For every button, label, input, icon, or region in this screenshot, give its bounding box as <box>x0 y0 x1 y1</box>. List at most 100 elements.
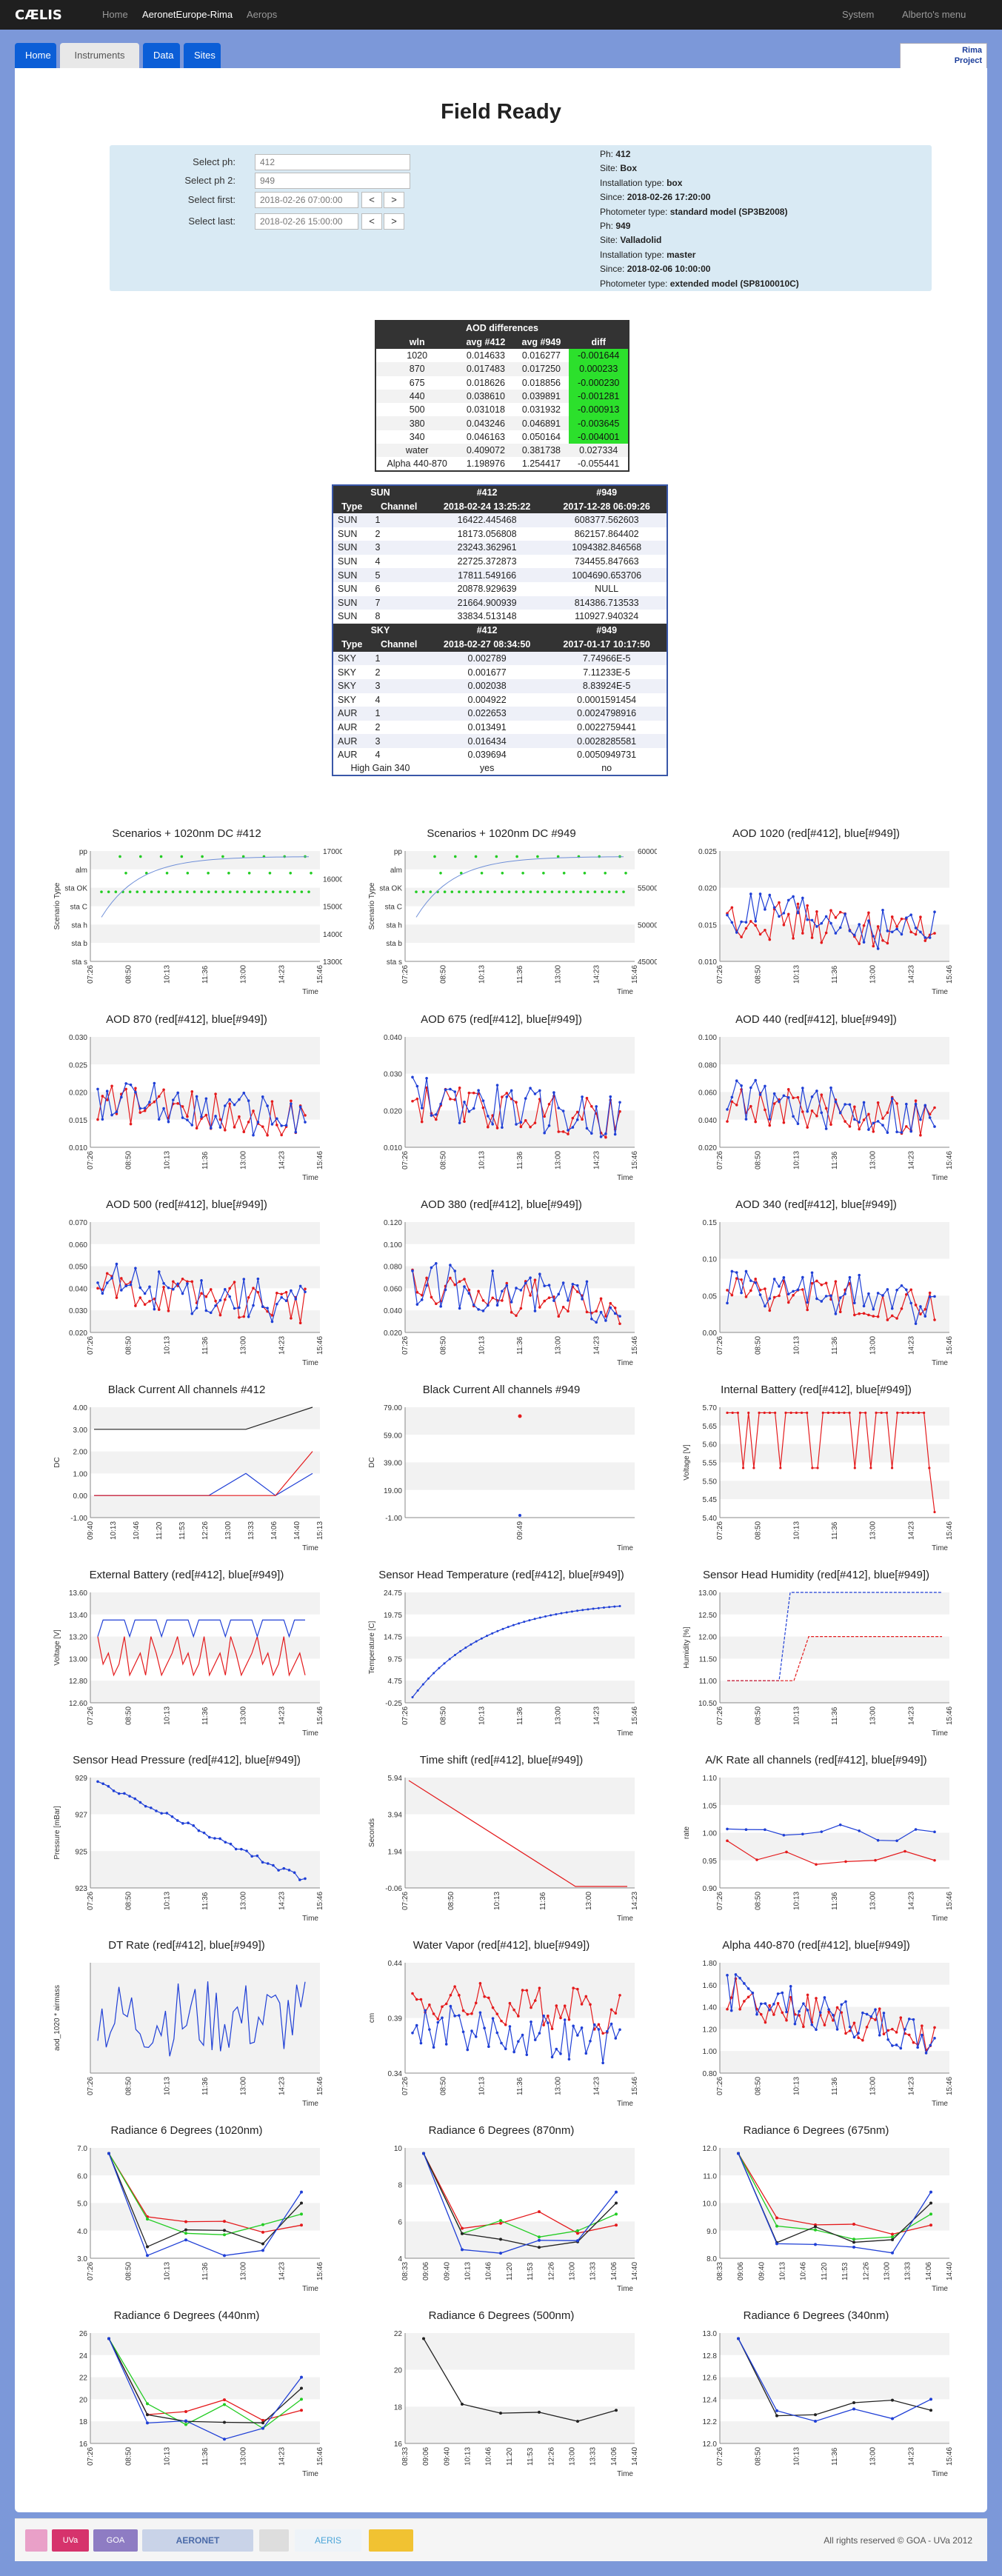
data-point <box>561 1130 565 1133</box>
data-point <box>744 1828 748 1832</box>
data-point <box>914 1099 918 1102</box>
data-point <box>567 2018 571 2021</box>
data-point <box>157 1270 161 1273</box>
data-point <box>505 1281 509 1285</box>
series-line <box>97 1781 306 1881</box>
nav-aeroneteurope-rima[interactable]: AeronetEurope-Rima <box>142 9 233 20</box>
data-point <box>919 1312 922 1316</box>
data-point <box>590 1318 593 1321</box>
data-point <box>848 2025 852 2029</box>
data-point <box>782 912 786 915</box>
series-line <box>97 1636 306 1677</box>
caelis-logo[interactable]: CÆLIS <box>15 7 62 23</box>
data-point <box>815 1279 818 1283</box>
x-tick-label: 08:50 <box>440 2077 448 2095</box>
data-point <box>735 1271 738 1274</box>
y-tick-label: 19.75 <box>384 1612 402 1620</box>
data-point <box>557 1130 561 1133</box>
col-header: Type <box>333 637 371 652</box>
info-value: Box <box>620 163 638 174</box>
data-point <box>726 1301 729 1305</box>
table-cell: 0.043246 <box>458 416 514 430</box>
y-tick-label: 5.0 <box>77 2200 87 2209</box>
data-point <box>595 1105 598 1108</box>
last-next-button[interactable]: > <box>384 213 404 230</box>
data-point <box>776 1992 780 1995</box>
select-ph2-field[interactable]: 949 <box>255 173 410 189</box>
data-point <box>581 1095 584 1098</box>
select-last-field[interactable]: 2018-02-26 15:00:00 <box>255 213 358 230</box>
table-cell: 0.014633 <box>466 350 505 361</box>
col-header: #949 <box>547 623 667 638</box>
table-cell: 21664.900939 <box>427 595 547 610</box>
tab-instruments[interactable]: Instruments <box>60 43 139 68</box>
tab-sites[interactable]: Sites <box>184 43 221 68</box>
data-point <box>304 1877 307 1881</box>
data-point <box>909 930 912 934</box>
nav-system[interactable]: System <box>842 9 875 20</box>
nav-home[interactable]: Home <box>102 9 128 20</box>
x-tick-label: 08:50 <box>755 1151 763 1169</box>
first-prev-button[interactable]: < <box>361 192 382 208</box>
x-tick-label: 15:46 <box>946 2077 954 2095</box>
data-point <box>838 1310 842 1313</box>
data-point <box>592 1607 595 1610</box>
nav-aerops[interactable]: Aerops <box>247 9 278 20</box>
table-cell: SUN <box>338 528 358 539</box>
table-cell: 0.409072 <box>458 444 514 458</box>
data-point <box>829 1123 832 1127</box>
data-point <box>590 1104 593 1108</box>
data-point <box>815 2028 818 2032</box>
data-point <box>829 1086 832 1090</box>
x-tick-label: 07:26 <box>401 2077 410 2095</box>
data-point <box>524 1097 527 1100</box>
data-point <box>491 1632 494 1635</box>
data-point <box>242 1278 246 1281</box>
data-point <box>428 2028 431 2031</box>
data-point <box>290 1317 293 1320</box>
data-point <box>576 2229 579 2232</box>
x-axis-label: Time <box>617 1915 633 1923</box>
data-point <box>207 872 210 875</box>
data-point <box>928 1291 932 1295</box>
data-point <box>572 1986 575 1990</box>
data-point <box>223 2220 226 2223</box>
table-header-row: Type Channel 2018-02-27 08:34:50 2017-01-17… <box>333 637 667 652</box>
data-point <box>923 1315 927 1318</box>
tab-home[interactable]: Home <box>15 43 56 68</box>
col-header: SKY <box>333 623 427 638</box>
data-point <box>848 1103 852 1107</box>
data-point <box>821 1411 824 1415</box>
x-tick-label: 13:00 <box>240 1151 248 1169</box>
data-point <box>754 924 757 927</box>
data-point <box>213 1837 216 1840</box>
select-ph-field[interactable]: 412 <box>255 154 410 170</box>
data-point <box>768 1118 772 1121</box>
data-point <box>784 1411 787 1415</box>
x-tick-label: 07:26 <box>87 2262 95 2280</box>
data-point <box>538 2235 541 2239</box>
tab-data[interactable]: Data <box>143 43 180 68</box>
data-point <box>895 1839 898 1843</box>
y2-tick-label: 17000 <box>323 848 342 856</box>
nav-user-menu[interactable]: Alberto's menu <box>902 9 966 20</box>
data-point <box>754 1120 757 1124</box>
data-point <box>223 2403 226 2406</box>
select-first-field[interactable]: 2018-02-26 07:00:00 <box>255 192 358 208</box>
data-point <box>304 1290 307 1294</box>
table-cell: 340 <box>409 431 425 442</box>
x-axis-label: Time <box>617 2100 633 2108</box>
data-point <box>481 1106 485 1110</box>
data-point <box>774 1411 777 1415</box>
y-tick-label: sta s <box>72 958 87 967</box>
last-prev-button[interactable]: < <box>361 213 382 230</box>
first-next-button[interactable]: > <box>384 192 404 208</box>
data-point <box>824 1127 828 1130</box>
y-tick-label: 0.95 <box>703 1858 718 1866</box>
data-point <box>486 1635 489 1638</box>
data-point <box>838 1111 842 1115</box>
x-tick-label: 11:36 <box>201 1706 210 1725</box>
col-header: wln <box>375 335 458 349</box>
